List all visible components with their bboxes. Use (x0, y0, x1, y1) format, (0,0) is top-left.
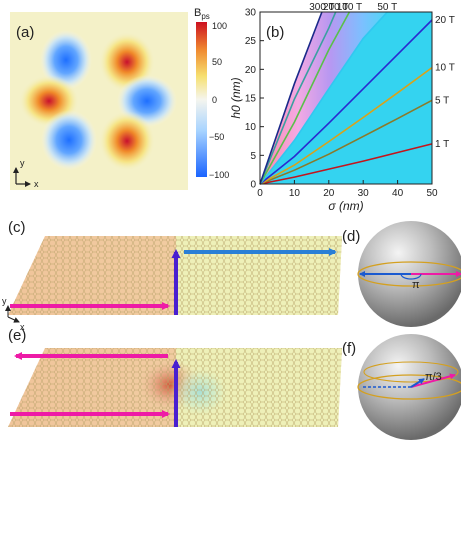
field-map-lobes (19, 30, 177, 171)
series-label: 20 T (435, 15, 455, 26)
panel-label-e: (e) (8, 327, 26, 344)
sphere-latitude-f (363, 361, 459, 383)
angle-arc-d (400, 273, 422, 280)
x-axis-label: σ (nm) (328, 199, 363, 213)
axes-indicator-a: y x (13, 158, 39, 189)
colorbar-gradient (196, 22, 207, 177)
series-line-50t (259, 11, 388, 185)
angle-label-f: π/3 (425, 371, 442, 383)
series-label: 300 T (309, 2, 334, 13)
series-line-5t (259, 99, 433, 185)
axis-label-x-a: x (34, 179, 39, 189)
y-tick-label: 30 (245, 8, 257, 19)
sphere-equator-f (357, 374, 461, 400)
colorbar-tick: −100 (209, 170, 229, 180)
y-axis-label: h0 (nm) (229, 77, 243, 118)
panel-f: (f) π/3 (342, 334, 461, 440)
y-tick-label: 10 (245, 122, 257, 133)
colorbar-tick: −50 (209, 132, 224, 142)
series-label: 50 T (377, 2, 397, 13)
x-tick-label: 30 (358, 188, 370, 199)
axis-label-y-a: y (20, 158, 25, 168)
y-tick-label: 25 (245, 36, 257, 47)
x-tick-label: 50 (426, 188, 438, 199)
x-tick-label: 20 (323, 188, 335, 199)
panel-b-chart: 0 10 20 30 40 50 0 5 10 15 20 25 30 1 T 5 T 10 T 20 T 50… (229, 2, 455, 213)
series-line-200t (259, 11, 337, 185)
colorbar: Bps 100 50 0 −50 −100 (194, 7, 229, 180)
series-label: 10 T (435, 63, 455, 74)
x-tick-label: 40 (392, 188, 404, 199)
series-label: 100 T (337, 2, 362, 13)
series-line-10t (259, 66, 433, 185)
state-vector-f (410, 373, 456, 388)
panel-label-a: (a) (16, 24, 34, 41)
panel-label-f: (f) (342, 340, 356, 357)
tick-layer: 0 10 20 30 40 50 0 5 10 15 20 25 30 (245, 8, 438, 200)
panel-c: (c) y x (2, 219, 342, 332)
axes-indicator-c: y x (2, 296, 25, 332)
colorbar-title: Bps (194, 7, 210, 21)
y-tick-label: 5 (250, 151, 256, 162)
series-line-100t (259, 11, 351, 185)
series-line-1t (259, 143, 433, 185)
x-tick-label: 10 (289, 188, 301, 199)
panel-label-b: (b) (266, 24, 284, 41)
series-line-300t (259, 11, 323, 185)
region-fill-high (260, 12, 388, 184)
y-tick-label: 20 (245, 65, 257, 76)
axis-label-y-c: y (2, 296, 7, 306)
colorbar-tick: 0 (212, 95, 217, 105)
x-tick-label: 0 (257, 188, 263, 199)
series-label: 1 T (435, 139, 449, 150)
panel-label-d: (d) (342, 228, 360, 245)
sphere-equator-d (357, 261, 461, 287)
series-label: 200 T (323, 2, 348, 13)
angle-label-d: π (412, 279, 420, 291)
series-layer (259, 11, 433, 185)
panel-e: (e) (8, 327, 342, 427)
colorbar-tick: 100 (212, 21, 227, 31)
series-line-20t (259, 19, 433, 185)
series-label: 5 T (435, 95, 449, 106)
colorbar-tick: 50 (212, 57, 222, 67)
y-tick-label: 0 (250, 180, 256, 191)
state-vector-initial-f (410, 378, 425, 388)
panel-d: (d) π (342, 221, 461, 327)
y-tick-label: 15 (245, 94, 257, 105)
panel-label-c: (c) (8, 219, 26, 236)
panel-a: (a) y x Bps 100 50 0 −50 −100 (10, 7, 229, 190)
axis-label-x-c: x (20, 322, 25, 332)
region-fill-low (260, 12, 432, 184)
